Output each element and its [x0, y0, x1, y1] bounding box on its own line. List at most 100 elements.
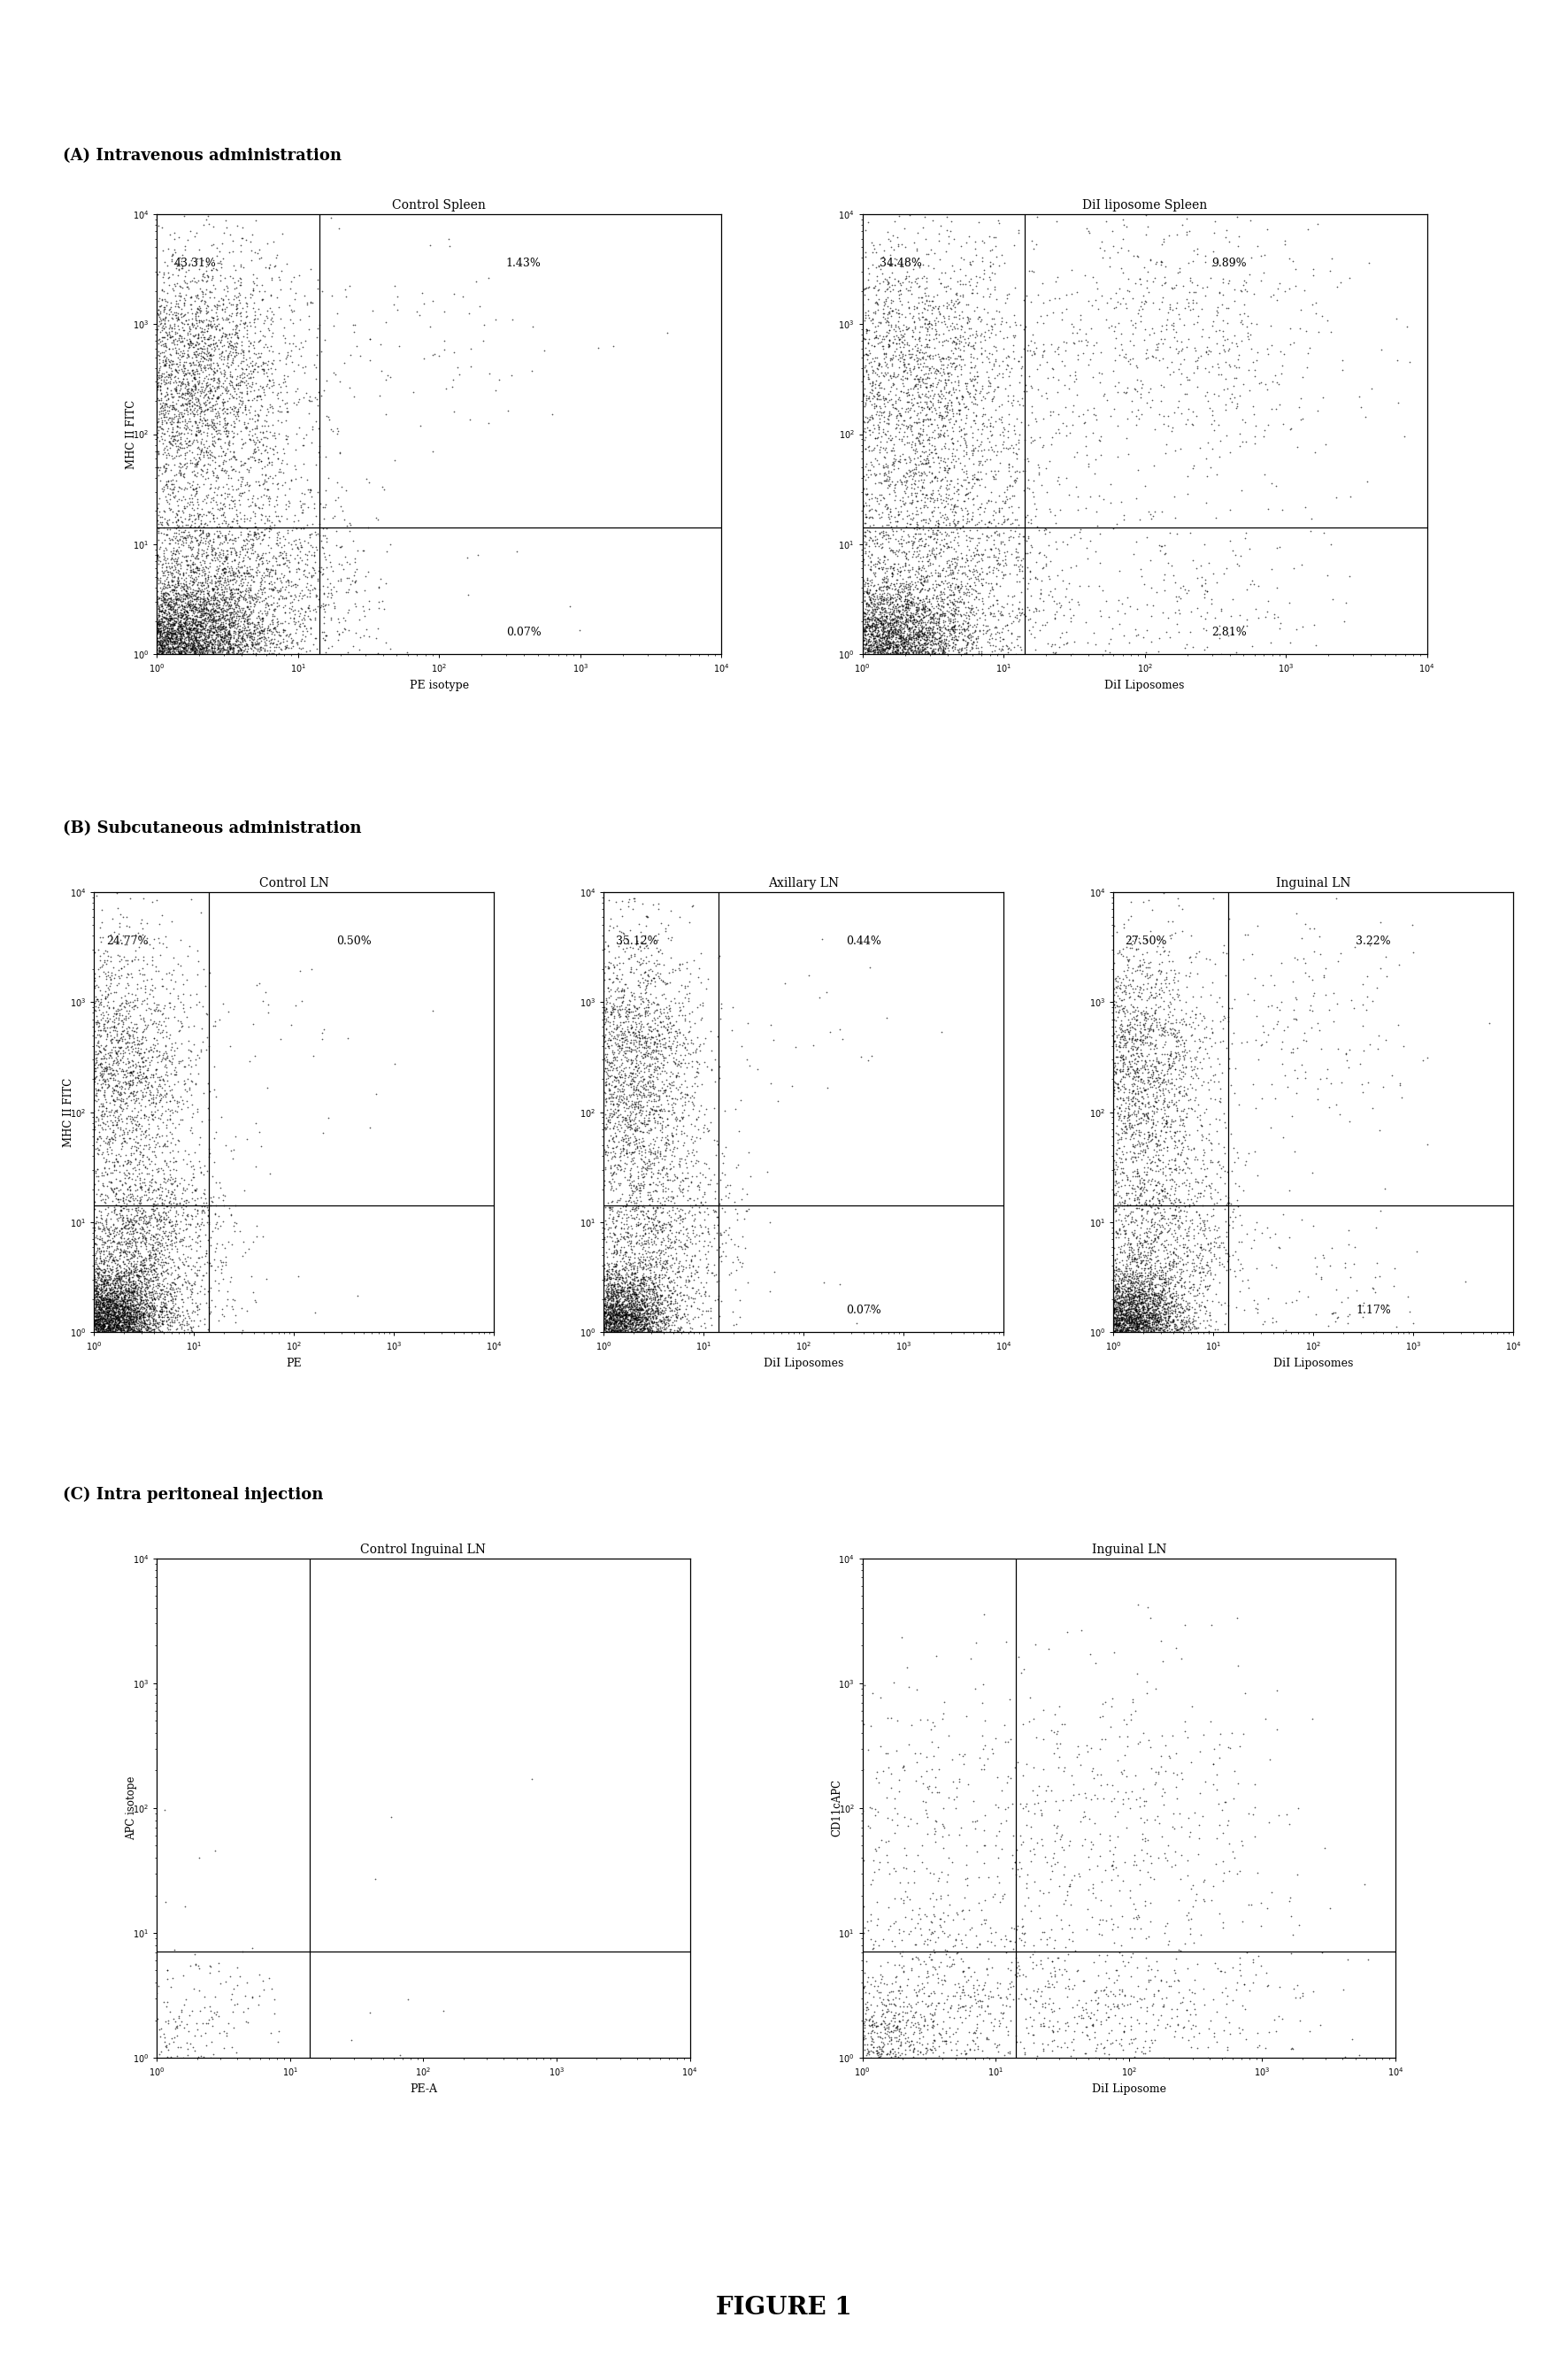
Point [1165, 1311, 1190, 1349]
Point [190, 578, 215, 616]
Point [630, 1308, 655, 1347]
Point [201, 500, 226, 538]
Point [618, 1266, 643, 1304]
Point [116, 1049, 141, 1087]
Point [110, 1201, 135, 1239]
Point [166, 1087, 191, 1125]
Point [866, 445, 891, 483]
Point [933, 552, 958, 590]
Point [1201, 1063, 1226, 1101]
Point [919, 1986, 944, 2025]
Point [644, 1201, 670, 1239]
Point [602, 1047, 627, 1085]
Point [880, 611, 905, 649]
Point [1127, 971, 1152, 1009]
Point [209, 376, 234, 414]
Point [880, 611, 905, 649]
Point [1151, 1028, 1176, 1066]
Point [670, 1170, 695, 1209]
Point [881, 426, 906, 464]
Point [1123, 1299, 1148, 1337]
Point [234, 293, 259, 331]
Point [185, 571, 210, 609]
Point [1289, 921, 1314, 959]
Point [1206, 1311, 1231, 1349]
Point [169, 616, 194, 654]
Point [158, 1173, 183, 1211]
Point [946, 504, 971, 542]
Point [616, 1109, 641, 1147]
Point [88, 1025, 113, 1063]
Point [922, 376, 947, 414]
Point [898, 381, 924, 419]
Point [1054, 416, 1079, 454]
Point [151, 554, 176, 592]
Point [988, 1920, 1013, 1958]
Point [919, 1775, 944, 1813]
Point [124, 1282, 149, 1320]
Point [872, 457, 897, 495]
Point [878, 566, 903, 604]
Point [870, 614, 895, 652]
Point [240, 557, 265, 595]
Point [1118, 1306, 1143, 1344]
Point [643, 1289, 668, 1327]
Point [1181, 1266, 1206, 1304]
Point [1066, 1734, 1091, 1772]
Point [1051, 1782, 1076, 1820]
Point [163, 623, 188, 661]
Point [373, 623, 398, 661]
Point [246, 397, 271, 435]
Point [342, 564, 367, 602]
Point [624, 1278, 649, 1316]
Point [226, 281, 251, 319]
Point [1179, 1204, 1204, 1242]
Point [105, 1289, 130, 1327]
Point [154, 364, 179, 402]
Point [961, 2032, 986, 2070]
Point [119, 1206, 144, 1244]
Point [1105, 1989, 1131, 2027]
Point [267, 502, 292, 540]
Point [607, 1289, 632, 1327]
Point [939, 609, 964, 647]
Point [141, 1275, 166, 1313]
Point [144, 578, 169, 616]
Point [1160, 997, 1185, 1035]
Point [1123, 1299, 1148, 1337]
Point [1303, 283, 1328, 321]
Point [1126, 1178, 1151, 1216]
Point [596, 1311, 621, 1349]
Point [113, 1059, 138, 1097]
Point [202, 324, 227, 362]
Point [176, 623, 201, 661]
Point [955, 374, 980, 412]
Point [245, 378, 270, 416]
Point [994, 278, 1019, 316]
Point [83, 1049, 108, 1087]
Point [93, 1094, 118, 1132]
Point [1367, 1192, 1392, 1230]
Point [668, 1173, 693, 1211]
Point [916, 538, 941, 576]
Point [157, 609, 182, 647]
Point [180, 630, 205, 668]
Point [626, 1082, 651, 1121]
Point [169, 364, 194, 402]
Point [193, 243, 218, 281]
Point [985, 202, 1010, 240]
Point [599, 1047, 624, 1085]
Point [1129, 1021, 1154, 1059]
Point [1143, 1297, 1168, 1335]
Point [1143, 1287, 1168, 1325]
Point [171, 1297, 196, 1335]
Point [1132, 1223, 1157, 1261]
Point [916, 421, 941, 459]
Point [191, 628, 216, 666]
Point [1184, 1235, 1209, 1273]
Point [859, 245, 884, 283]
Point [199, 616, 224, 654]
Point [232, 402, 257, 440]
Point [201, 297, 226, 335]
Point [105, 1047, 130, 1085]
